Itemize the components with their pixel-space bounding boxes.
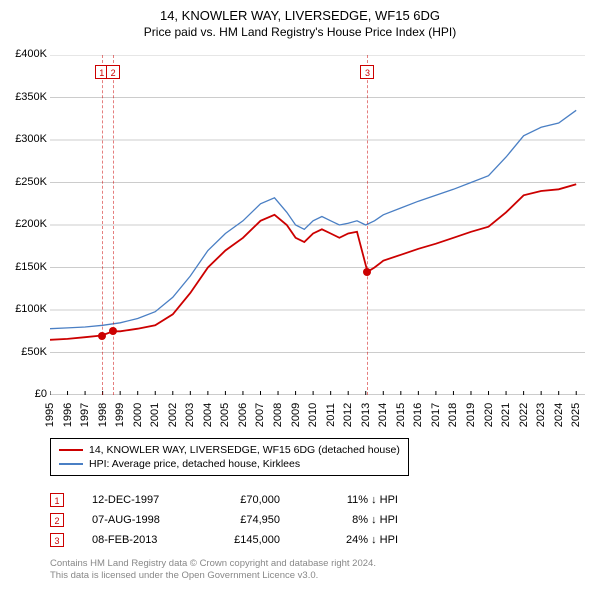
x-tick-label: 2002: [167, 400, 179, 430]
x-tick-label: 2019: [465, 400, 477, 430]
sale-pct-vs-hpi: 8% ↓ HPI: [308, 514, 398, 526]
sale-pct-vs-hpi: 11% ↓ HPI: [308, 494, 398, 506]
sale-marker-badge: 2: [50, 513, 64, 527]
sale-pct-vs-hpi: 24% ↓ HPI: [308, 534, 398, 546]
x-tick-label: 1999: [114, 400, 126, 430]
x-tick-label: 2013: [360, 400, 372, 430]
x-tick-label: 2014: [377, 400, 389, 430]
legend-label: HPI: Average price, detached house, Kirk…: [89, 458, 300, 470]
legend-label: 14, KNOWLER WAY, LIVERSEDGE, WF15 6DG (d…: [89, 444, 400, 456]
x-tick-label: 2012: [342, 400, 354, 430]
x-tick-label: 2000: [132, 400, 144, 430]
sale-marker-badge: 1: [50, 493, 64, 507]
sale-price: £145,000: [210, 534, 280, 546]
x-tick-label: 2020: [483, 400, 495, 430]
x-tick-label: 2011: [325, 400, 337, 430]
x-tick-label: 2004: [202, 400, 214, 430]
x-tick-label: 2007: [254, 400, 266, 430]
marker-badge: 2: [106, 65, 120, 79]
legend: 14, KNOWLER WAY, LIVERSEDGE, WF15 6DG (d…: [50, 438, 409, 476]
marker-vertical-line: [102, 55, 103, 395]
chart-svg: [50, 55, 585, 395]
marker-badge: 3: [360, 65, 374, 79]
legend-item: HPI: Average price, detached house, Kirk…: [59, 457, 400, 471]
x-tick-label: 2010: [307, 400, 319, 430]
sale-row: 1 12-DEC-1997 £70,000 11% ↓ HPI: [50, 490, 398, 510]
y-tick-label: £200K: [2, 218, 47, 230]
marker-point: [363, 268, 371, 276]
marker-vertical-line: [113, 55, 114, 395]
legend-swatch: [59, 449, 83, 451]
x-tick-label: 2009: [290, 400, 302, 430]
x-tick-label: 2006: [237, 400, 249, 430]
x-tick-label: 2016: [412, 400, 424, 430]
x-tick-label: 2015: [395, 400, 407, 430]
chart-subtitle: Price paid vs. HM Land Registry's House …: [0, 23, 600, 39]
y-tick-label: £0: [2, 388, 47, 400]
sale-date: 07-AUG-1998: [92, 514, 182, 526]
legend-swatch: [59, 463, 83, 465]
sales-table: 1 12-DEC-1997 £70,000 11% ↓ HPI 2 07-AUG-1998…: [50, 490, 398, 550]
marker-vertical-line: [367, 55, 368, 395]
marker-point: [98, 332, 106, 340]
x-tick-label: 2023: [535, 400, 547, 430]
y-tick-label: £250K: [2, 176, 47, 188]
marker-point: [109, 327, 117, 335]
sale-date: 08-FEB-2013: [92, 534, 182, 546]
sale-row: 2 07-AUG-1998 £74,950 8% ↓ HPI: [50, 510, 398, 530]
sale-row: 3 08-FEB-2013 £145,000 24% ↓ HPI: [50, 530, 398, 550]
y-tick-label: £150K: [2, 261, 47, 273]
x-tick-label: 2003: [184, 400, 196, 430]
legend-item: 14, KNOWLER WAY, LIVERSEDGE, WF15 6DG (d…: [59, 443, 400, 457]
sale-date: 12-DEC-1997: [92, 494, 182, 506]
x-tick-label: 2017: [430, 400, 442, 430]
y-tick-label: £400K: [2, 48, 47, 60]
footer-line1: Contains HM Land Registry data © Crown c…: [50, 558, 376, 570]
x-tick-label: 1997: [79, 400, 91, 430]
x-tick-label: 2024: [553, 400, 565, 430]
y-tick-label: £50K: [2, 346, 47, 358]
x-tick-label: 2005: [219, 400, 231, 430]
x-tick-label: 2022: [518, 400, 530, 430]
x-tick-label: 2018: [447, 400, 459, 430]
sale-price: £74,950: [210, 514, 280, 526]
plot-area: 123: [50, 55, 585, 395]
sale-price: £70,000: [210, 494, 280, 506]
chart-title: 14, KNOWLER WAY, LIVERSEDGE, WF15 6DG: [0, 0, 600, 23]
x-tick-label: 2008: [272, 400, 284, 430]
x-tick-label: 2001: [149, 400, 161, 430]
x-tick-label: 1996: [62, 400, 74, 430]
x-tick-label: 2025: [570, 400, 582, 430]
y-tick-label: £350K: [2, 91, 47, 103]
x-tick-label: 2021: [500, 400, 512, 430]
footer-line2: This data is licensed under the Open Gov…: [50, 570, 376, 582]
y-tick-label: £300K: [2, 133, 47, 145]
y-tick-label: £100K: [2, 303, 47, 315]
footer-attribution: Contains HM Land Registry data © Crown c…: [50, 558, 376, 583]
sale-marker-badge: 3: [50, 533, 64, 547]
x-tick-label: 1998: [97, 400, 109, 430]
x-tick-label: 1995: [44, 400, 56, 430]
chart-container: 14, KNOWLER WAY, LIVERSEDGE, WF15 6DG Pr…: [0, 0, 600, 590]
